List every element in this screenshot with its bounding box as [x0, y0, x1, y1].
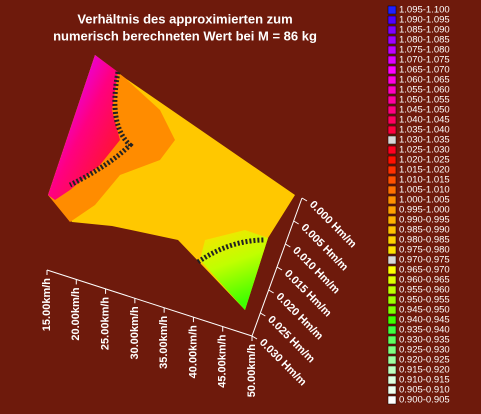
legend-label: 0.985-0.990: [399, 225, 450, 236]
legend-swatch: [387, 35, 397, 45]
surface: [48, 55, 295, 310]
legend-swatch: [387, 195, 397, 205]
legend-swatch: [387, 5, 397, 15]
legend-label: 0.930-0.935: [399, 335, 450, 346]
legend-label: 1.015-1.020: [399, 165, 450, 176]
legend-swatch: [387, 105, 397, 115]
legend-label: 0.990-0.995: [399, 215, 450, 226]
legend-label: 1.050-1.055: [399, 95, 450, 106]
legend-swatch: [387, 355, 397, 365]
x-tick-label: 15.00km/h: [41, 278, 53, 331]
legend-label: 0.925-0.930: [399, 345, 450, 356]
legend-label: 0.900-0.905: [399, 395, 450, 406]
legend-swatch: [387, 395, 397, 405]
legend-label: 0.935-0.940: [399, 325, 450, 336]
legend-label: 0.975-0.980: [399, 245, 450, 256]
legend-swatch: [387, 325, 397, 335]
legend-label: 1.070-1.075: [399, 55, 450, 66]
legend-swatch: [387, 135, 397, 145]
legend-swatch: [387, 275, 397, 285]
legend-swatch: [387, 165, 397, 175]
legend-label: 1.000-1.005: [399, 195, 450, 206]
legend-label: 1.095-1.100: [399, 5, 450, 16]
x-tick-label: 50.00km/h: [246, 344, 258, 397]
legend-label: 1.055-1.060: [399, 85, 450, 96]
x-tick-label: 25.00km/h: [99, 297, 111, 350]
legend-label: 0.960-0.965: [399, 275, 450, 286]
legend-swatch: [387, 385, 397, 395]
legend-swatch: [387, 245, 397, 255]
legend-label: 1.060-1.065: [399, 75, 450, 86]
legend-label: 0.910-0.915: [399, 375, 450, 386]
legend-label: 0.950-0.955: [399, 295, 450, 306]
legend-swatch: [387, 345, 397, 355]
legend-swatch: [387, 235, 397, 245]
legend-swatch: [387, 305, 397, 315]
y-tick: [260, 312, 266, 317]
legend-swatch: [387, 225, 397, 235]
legend-label: 0.970-0.975: [399, 255, 450, 266]
legend-swatch: [387, 255, 397, 265]
legend-label: 1.075-1.080: [399, 45, 450, 56]
legend-swatch: [387, 85, 397, 95]
legend-swatch: [387, 285, 397, 295]
legend-swatch: [387, 65, 397, 75]
y-tick: [293, 220, 299, 225]
chart-title: numerisch berechneten Wert bei M = 86 kg: [53, 28, 317, 43]
legend-swatch: [387, 215, 397, 225]
x-tick-label: 30.00km/h: [129, 306, 141, 359]
legend-label: 1.030-1.035: [399, 135, 450, 146]
legend-swatch: [387, 45, 397, 55]
chart-title: Verhältnis des approximierten zum: [77, 11, 292, 26]
x-tick-label: 40.00km/h: [187, 325, 199, 378]
legend-swatch: [387, 205, 397, 215]
legend-label: 1.025-1.030: [399, 145, 450, 156]
legend-label: 1.040-1.045: [399, 115, 450, 126]
legend-label: 0.905-0.910: [399, 385, 450, 396]
legend-swatch: [387, 365, 397, 375]
legend-label: 1.045-1.050: [399, 105, 450, 116]
legend-label: 1.035-1.040: [399, 125, 450, 136]
legend-label: 0.980-0.985: [399, 235, 450, 246]
legend-label: 1.085-1.090: [399, 25, 450, 36]
y-tick: [251, 335, 258, 340]
legend-swatch: [387, 265, 397, 275]
legend-swatch: [387, 175, 397, 185]
x-tick-label: 35.00km/h: [158, 315, 170, 368]
legend-swatch: [387, 25, 397, 35]
legend-label: 0.955-0.960: [399, 285, 450, 296]
legend-label: 0.995-1.000: [399, 205, 450, 216]
legend-swatch: [387, 375, 397, 385]
legend-swatch: [387, 185, 397, 195]
x-tick-label: 20.00km/h: [70, 287, 82, 340]
y-tick: [276, 266, 283, 271]
y-tick: [285, 243, 291, 248]
y-tick: [268, 289, 274, 294]
legend-label: 1.020-1.025: [399, 155, 450, 166]
legend-label: 1.065-1.070: [399, 65, 450, 76]
legend-swatch: [387, 335, 397, 345]
legend-label: 0.945-0.950: [399, 305, 450, 316]
y-tick: [301, 197, 308, 202]
legend-swatch: [387, 55, 397, 65]
legend-label: 1.080-1.085: [399, 35, 450, 46]
legend-swatch: [387, 315, 397, 325]
legend-swatch: [387, 15, 397, 25]
legend-swatch: [387, 75, 397, 85]
legend-label: 0.920-0.925: [399, 355, 450, 366]
legend-label: 1.090-1.095: [399, 15, 450, 26]
legend-swatch: [387, 295, 397, 305]
legend-label: 0.915-0.920: [399, 365, 450, 376]
legend-swatch: [387, 125, 397, 135]
legend-label: 1.005-1.010: [399, 185, 450, 196]
legend-swatch: [387, 145, 397, 155]
legend-swatch: [387, 95, 397, 105]
legend-swatch: [387, 115, 397, 125]
legend-label: 1.010-1.015: [399, 175, 450, 186]
legend-swatch: [387, 155, 397, 165]
legend-label: 0.940-0.945: [399, 315, 450, 326]
x-tick-label: 45.00km/h: [217, 334, 229, 387]
legend-label: 0.965-0.970: [399, 265, 450, 276]
